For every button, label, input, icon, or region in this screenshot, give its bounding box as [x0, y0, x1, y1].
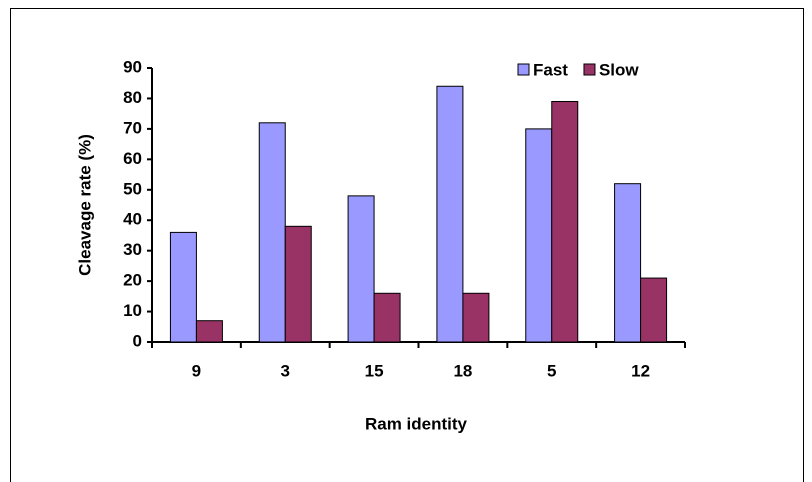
x-tick-label: 12: [631, 361, 650, 380]
x-tick-label: 3: [281, 361, 290, 380]
bar: [462, 292, 490, 343]
y-tick-label: 60: [123, 149, 142, 168]
y-tick-label: 50: [123, 179, 142, 198]
y-tick-label: 10: [123, 301, 142, 320]
bar: [169, 231, 197, 343]
legend-label: Fast: [533, 60, 568, 79]
legend-label: Slow: [599, 60, 639, 79]
bar: [436, 85, 464, 343]
bar: [258, 122, 286, 343]
x-tick-label: 9: [192, 361, 201, 380]
y-tick-label: 80: [123, 88, 142, 107]
x-tick-label: 15: [365, 361, 384, 380]
y-tick-label: 30: [123, 240, 142, 259]
y-axis-label: Cleavage rate (%): [75, 134, 94, 276]
y-tick-label: 40: [123, 210, 142, 229]
y-tick-label: 70: [123, 118, 142, 137]
legend-swatch: [583, 63, 596, 76]
x-tick-label: 18: [453, 361, 472, 380]
bar: [195, 320, 223, 343]
y-tick-label: 0: [133, 331, 142, 350]
y-tick-label: 90: [123, 57, 142, 76]
x-axis-label: Ram identity: [365, 414, 468, 433]
legend-swatch: [517, 63, 530, 76]
bar: [525, 128, 553, 343]
x-tick-label: 5: [547, 361, 556, 380]
bar: [284, 225, 312, 343]
frame: [10, 8, 804, 482]
y-tick-label: 20: [123, 271, 142, 290]
bar: [373, 292, 401, 343]
bar: [347, 195, 375, 343]
bar: [640, 277, 668, 343]
bar: [551, 100, 579, 343]
bar: [614, 183, 642, 343]
